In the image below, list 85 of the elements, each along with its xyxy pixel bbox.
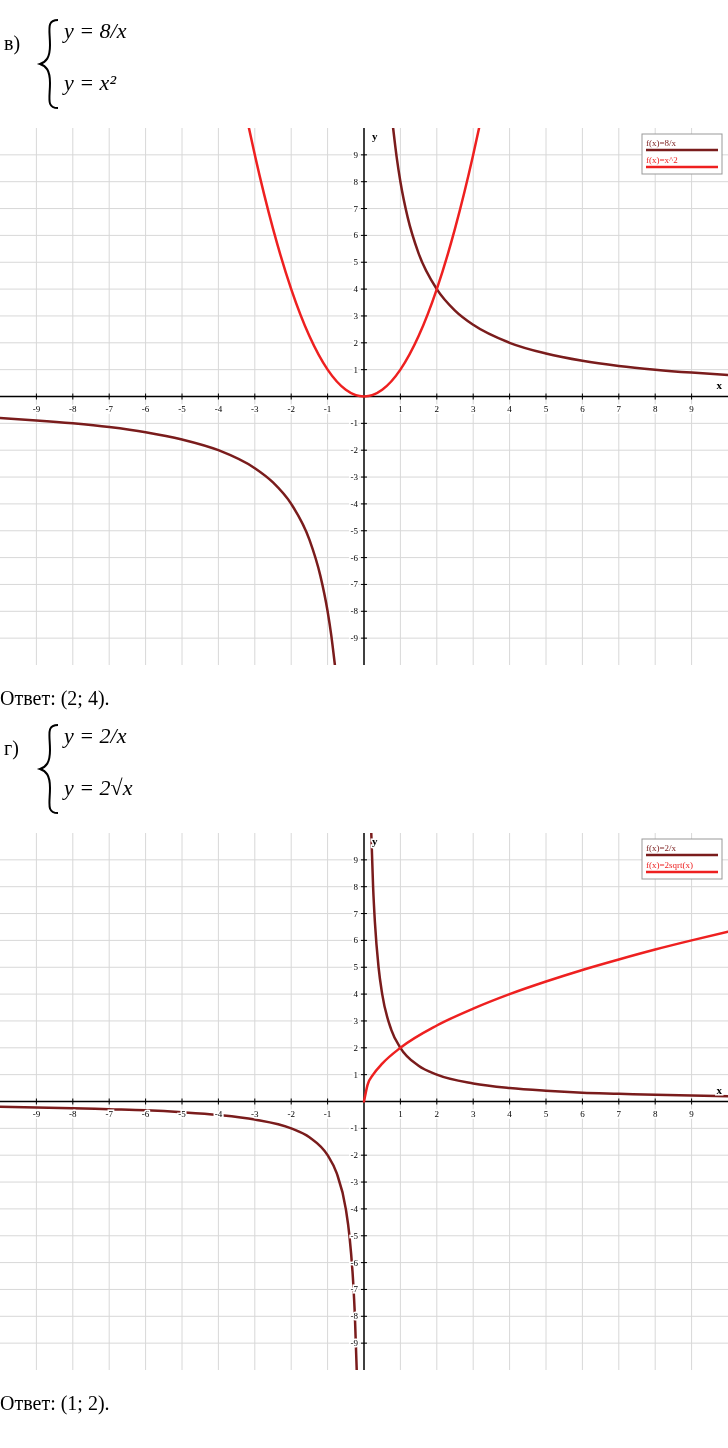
x-tick-label: 7 (616, 1108, 622, 1119)
y-axis-title: y (372, 130, 378, 142)
y-tick-label: -8 (350, 606, 359, 617)
x-tick-label: -3 (251, 1108, 260, 1119)
x-tick-label: 5 (543, 1108, 549, 1119)
x-tick-label: 5 (543, 403, 549, 414)
y-tick-label: -5 (350, 1230, 359, 1241)
text: f(x)=x^2 (646, 155, 678, 165)
y-tick-label: -7 (350, 579, 359, 590)
x-tick-label: 2 (434, 403, 440, 414)
y-tick-label: 6 (353, 935, 359, 946)
y-axis-title: y (372, 835, 378, 847)
x-tick-label: 3 (470, 1108, 476, 1119)
y-tick-label: 4 (353, 989, 359, 1000)
line-series (362, 930, 728, 1103)
y-tick-label: 2 (353, 1042, 358, 1053)
y-tick-label: -2 (350, 1150, 358, 1161)
x-tick-label: -1 (323, 403, 332, 414)
y-tick-label: -5 (350, 525, 359, 536)
text: y = x² (62, 70, 117, 95)
x-tick-label: 4 (507, 1108, 513, 1119)
x-axis-title: x (716, 1083, 723, 1096)
line-series (247, 128, 481, 398)
text: f(x)=8/x (646, 138, 677, 148)
x-tick-label: 8 (652, 403, 658, 414)
y-tick-label: 9 (353, 854, 359, 865)
x-tick-label: -9 (32, 1108, 41, 1119)
text: Ответ: (2; 4). (0, 687, 110, 710)
text: f(x)=2/x (646, 843, 677, 853)
y-tick-label: -3 (350, 1177, 359, 1188)
text: y = 2/x (62, 723, 127, 748)
y-tick-label: 8 (353, 176, 359, 187)
y-tick-label: 4 (353, 284, 359, 295)
text: y = 8/x (62, 18, 127, 43)
y-tick-label: -1 (350, 1123, 358, 1134)
x-tick-label: -9 (32, 403, 41, 414)
y-tick-label: -2 (350, 445, 358, 456)
x-tick-label: -8 (69, 403, 78, 414)
text: Ответ: (1; 2). (0, 1392, 110, 1415)
x-tick-label: 3 (470, 403, 476, 414)
x-tick-label: -2 (287, 403, 295, 414)
x-tick-label: -2 (287, 1108, 295, 1119)
x-tick-label: -6 (141, 403, 150, 414)
x-tick-label: -1 (323, 1108, 332, 1119)
x-tick-label: -8 (69, 1108, 78, 1119)
text: y = 2√x (62, 775, 133, 800)
x-tick-label: 9 (689, 1108, 695, 1119)
x-tick-label: 4 (507, 403, 513, 414)
x-tick-label: -3 (251, 403, 260, 414)
x-tick-label: 8 (652, 1108, 658, 1119)
x-axis-title: x (716, 378, 723, 391)
x-tick-label: 1 (398, 403, 403, 414)
x-tick-label: -5 (178, 403, 187, 414)
x-tick-label: -7 (105, 403, 114, 414)
chart-title: г) (4, 737, 19, 760)
y-tick-label: 6 (353, 230, 359, 241)
y-tick-label: -1 (350, 418, 358, 429)
x-tick-label: -4 (214, 1108, 223, 1119)
y-tick-label: 5 (353, 257, 359, 268)
y-tick-label: 1 (353, 364, 358, 375)
x-tick-label: 7 (616, 403, 622, 414)
x-tick-label: -5 (178, 1108, 187, 1119)
y-tick-label: 3 (353, 310, 359, 321)
y-tick-label: 2 (353, 337, 358, 348)
x-tick-label: -7 (105, 1108, 114, 1119)
x-tick-label: 1 (398, 1108, 403, 1119)
y-tick-label: 8 (353, 881, 359, 892)
y-tick-label: 3 (353, 1015, 359, 1026)
y-tick-label: 9 (353, 149, 359, 160)
x-tick-label: 6 (580, 403, 586, 414)
y-tick-label: 7 (353, 908, 359, 919)
y-tick-label: 1 (353, 1069, 358, 1080)
x-tick-label: 9 (689, 403, 695, 414)
y-tick-label: -4 (350, 498, 359, 509)
x-tick-label: 6 (580, 1108, 586, 1119)
chart-title: в) (4, 32, 21, 55)
x-tick-label: -4 (214, 403, 223, 414)
y-tick-label: -4 (350, 1203, 359, 1214)
y-tick-label: 5 (353, 962, 359, 973)
x-tick-label: 2 (434, 1108, 440, 1119)
text: f(x)=2sqrt(x) (646, 860, 694, 870)
y-tick-label: -9 (350, 633, 359, 644)
y-tick-label: -6 (350, 552, 359, 563)
y-tick-label: 7 (353, 203, 359, 214)
y-tick-label: -3 (350, 472, 359, 483)
